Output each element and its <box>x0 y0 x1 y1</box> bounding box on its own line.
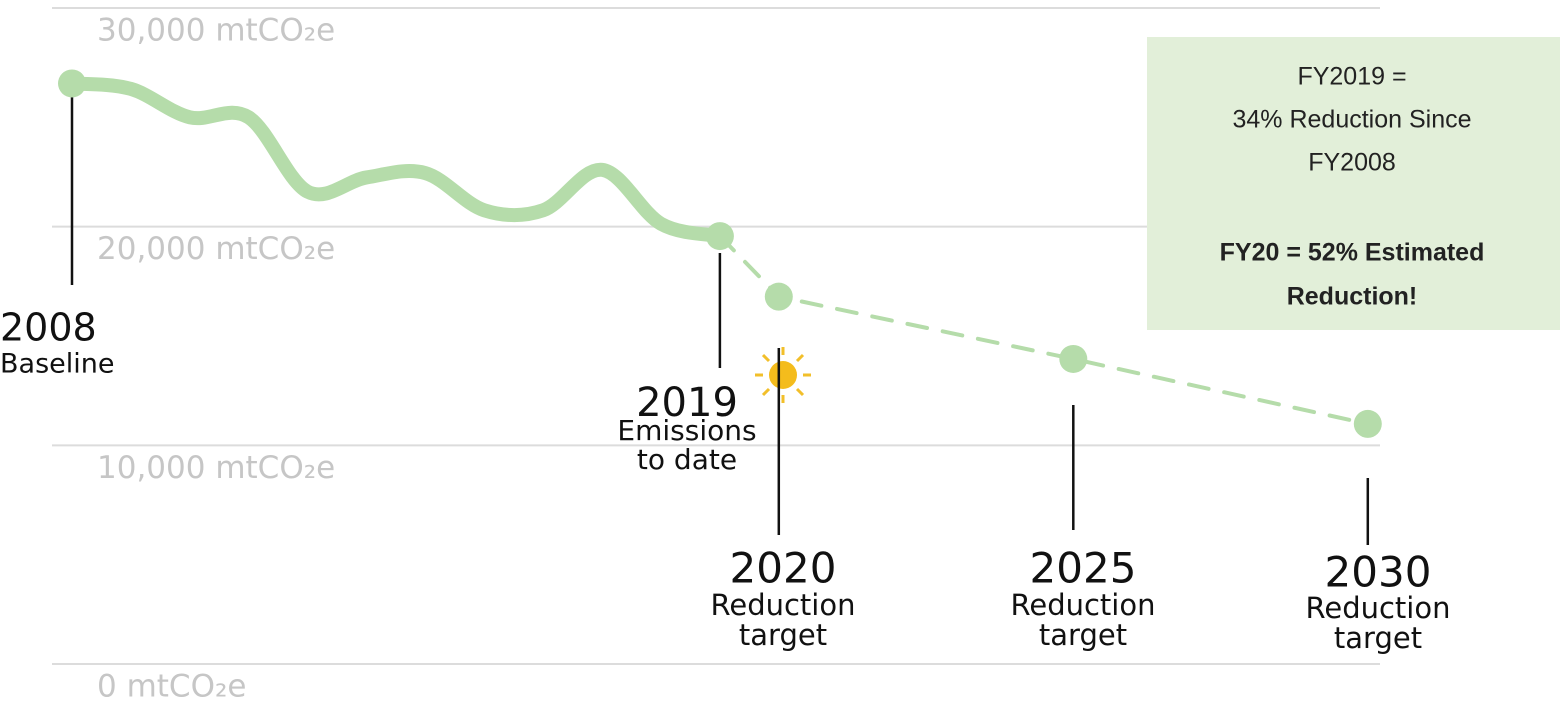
annotation-year: 2020 <box>730 544 837 593</box>
point <box>1059 344 1088 373</box>
y-tick-label: 10,000 mtCO₂e <box>97 450 335 486</box>
annotation-text: Emissions <box>617 414 756 447</box>
y-tick-label: 20,000 mtCO₂e <box>97 231 335 267</box>
note-text-bold: FY20 = 52% Estimated <box>1220 239 1485 267</box>
point <box>764 282 793 311</box>
annotation-year: 2008 <box>0 306 97 350</box>
y-tick-label: 30,000 mtCO₂e <box>97 13 335 49</box>
point <box>1353 409 1382 438</box>
annotation-text: to date <box>637 443 737 476</box>
annotation-text: Reduction <box>711 588 856 622</box>
point <box>58 69 86 98</box>
point <box>705 222 734 251</box>
sun-icon <box>755 347 811 403</box>
note-text-bold: Reduction! <box>1287 283 1418 311</box>
note-box <box>1147 37 1560 330</box>
solid-line <box>65 76 727 244</box>
annotation-text: Reduction <box>1306 591 1451 625</box>
annotation-text: Reduction <box>1011 588 1156 622</box>
annotation-text: Baseline <box>0 349 114 380</box>
annotation-year: 2030 <box>1325 548 1432 597</box>
note-text: 34% Reduction Since <box>1232 106 1471 134</box>
y-tick-label: 0 mtCO₂e <box>97 669 246 705</box>
note-text: FY2019 = <box>1297 63 1406 91</box>
dashed-line <box>717 234 1370 426</box>
note-text: FY2008 <box>1308 149 1396 177</box>
annotation-year: 2025 <box>1030 544 1137 593</box>
annotation-year: 2019 <box>636 380 738 426</box>
annotation-text: target <box>1039 618 1127 652</box>
annotation-text: target <box>739 618 827 652</box>
annotation-text: target <box>1334 621 1422 655</box>
